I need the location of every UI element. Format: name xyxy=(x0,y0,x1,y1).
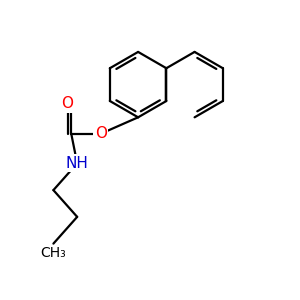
Text: NH: NH xyxy=(66,156,88,171)
Text: CH₃: CH₃ xyxy=(40,245,66,260)
Text: O: O xyxy=(61,96,73,111)
Text: O: O xyxy=(95,126,107,141)
